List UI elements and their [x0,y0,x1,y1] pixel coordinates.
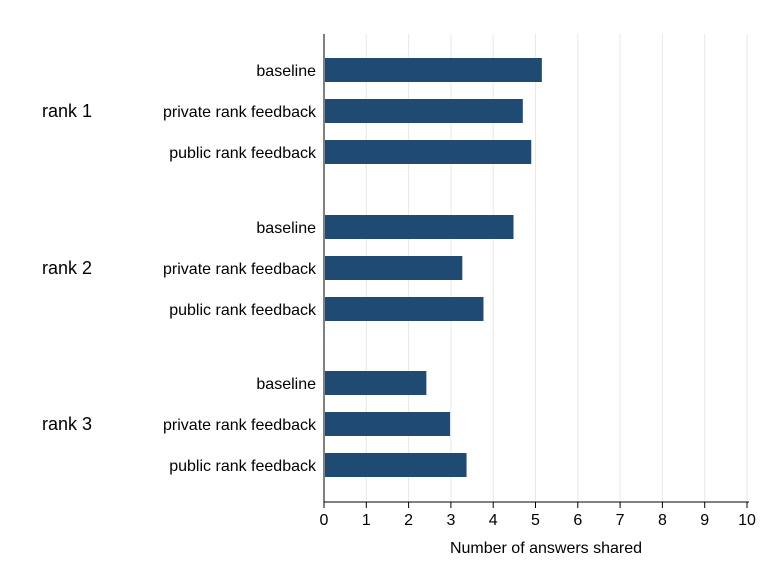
bar [325,99,523,123]
bar-label: baseline [256,63,316,80]
x-tick-label: 0 [320,512,329,529]
x-tick-label: 4 [489,512,498,529]
bar-label: private rank feedback [163,261,317,278]
bar [325,453,467,477]
bar [325,256,463,280]
x-tick-label: 3 [446,512,455,529]
x-tick-label: 8 [658,512,667,529]
bar-label: public rank feedback [169,458,317,475]
bar-label: baseline [256,220,316,237]
group-label: rank 2 [42,258,92,278]
x-tick-label: 1 [362,512,371,529]
x-axis-ticks: 0 1 2 3 4 5 6 7 8 9 10 [320,502,756,529]
bar [325,297,484,321]
group-label: rank 3 [42,414,92,434]
x-tick-label: 6 [573,512,582,529]
bar [325,58,542,82]
bar-label: private rank feedback [163,417,317,434]
x-axis-label: Number of answers shared [450,540,642,557]
bar [325,215,514,239]
x-tick-label: 7 [616,512,625,529]
x-tick-label: 9 [700,512,709,529]
x-tick-label: 10 [738,512,756,529]
group-label: rank 1 [42,101,92,121]
category-labels: baseline private rank feedback public rank… [42,63,317,475]
bar [325,412,451,436]
bar-label: public rank feedback [169,302,317,319]
bar-label: public rank feedback [169,145,317,162]
x-tick-label: 5 [531,512,540,529]
bar [325,371,427,395]
bar-label: baseline [256,376,316,393]
bar-label: private rank feedback [163,104,317,121]
x-tick-label: 2 [404,512,413,529]
bars [325,58,542,477]
bar [325,140,532,164]
